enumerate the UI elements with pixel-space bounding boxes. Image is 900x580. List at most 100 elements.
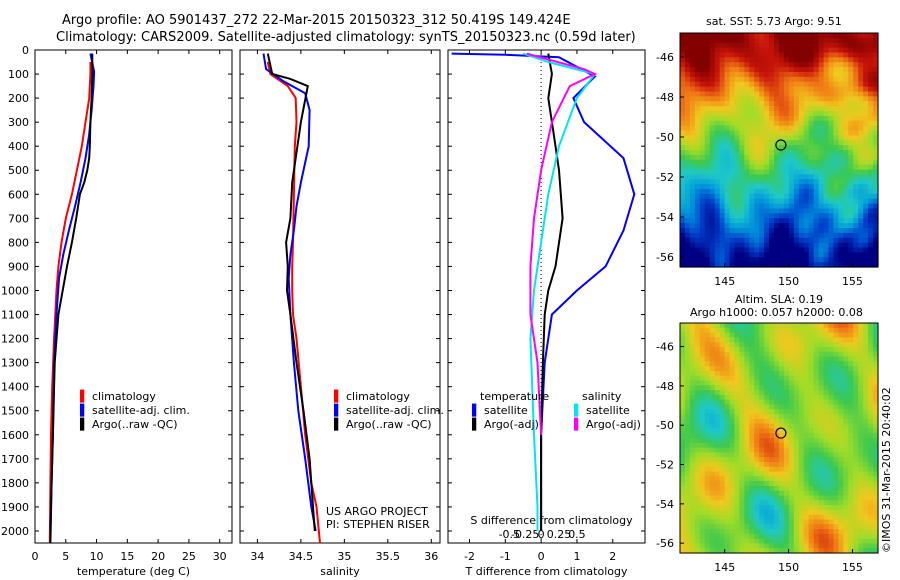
- map-cell: [793, 385, 800, 391]
- map-cell: [774, 529, 780, 535]
- map-cell: [739, 500, 745, 506]
- map-cell: [833, 414, 839, 420]
- map-cell: [798, 404, 805, 410]
- map-cell: [719, 198, 726, 205]
- map-cell: [798, 327, 805, 334]
- map-cell: [833, 37, 839, 44]
- map-cell: [699, 414, 706, 420]
- map-cell: [680, 385, 686, 391]
- map-cell: [838, 375, 844, 382]
- map-cell: [734, 461, 740, 468]
- map-cell: [764, 203, 770, 210]
- map-cell: [808, 399, 815, 406]
- map-cell: [858, 76, 864, 83]
- map-cell: [873, 208, 879, 214]
- map-cell: [813, 505, 820, 511]
- map-cell: [833, 213, 839, 219]
- map-cell: [863, 135, 869, 141]
- map-cell: [793, 125, 800, 132]
- map-cell: [724, 135, 731, 141]
- map-cell: [774, 375, 780, 382]
- map-cell: [779, 223, 785, 229]
- map-cell: [749, 37, 755, 44]
- map-cell: [694, 390, 701, 396]
- map-cell: [704, 394, 711, 401]
- map-cell: [853, 428, 859, 434]
- map-cell: [838, 524, 844, 530]
- map-cell: [833, 332, 839, 338]
- map-cell: [759, 414, 765, 420]
- map-cell: [719, 481, 726, 487]
- map-cell: [848, 42, 854, 49]
- map-cell: [858, 495, 864, 501]
- map-cell: [759, 81, 765, 88]
- map-cell: [684, 428, 691, 434]
- map-cell: [754, 433, 760, 439]
- map-cell: [823, 159, 830, 166]
- map-cell: [734, 125, 740, 132]
- map-cell: [754, 228, 760, 234]
- map-cell: [843, 346, 849, 353]
- map-cell: [684, 237, 691, 244]
- map-cell: [818, 228, 825, 234]
- map-cell: [853, 257, 859, 263]
- map-cell: [739, 106, 745, 112]
- map-cell: [798, 252, 805, 258]
- map-cell: [853, 203, 859, 210]
- map-cell: [788, 457, 795, 463]
- map-cell: [803, 433, 810, 439]
- map-cell: [714, 164, 721, 171]
- map-cell: [709, 399, 716, 406]
- map-cell: [788, 247, 795, 253]
- map-cell: [694, 150, 701, 156]
- map-cell: [714, 242, 721, 249]
- map-cell: [724, 351, 731, 358]
- temp-legend-argo: ▌ Argo(..raw -QC): [80, 418, 178, 431]
- map-cell: [853, 252, 859, 258]
- map-cell: [744, 47, 750, 54]
- map-cell: [739, 223, 745, 229]
- map-cell: [709, 228, 716, 234]
- map-cell: [729, 399, 736, 406]
- map-cell: [759, 72, 765, 78]
- map-cell: [694, 529, 701, 535]
- map-cell: [783, 409, 790, 415]
- map-cell: [843, 159, 849, 166]
- map-cell: [873, 193, 879, 200]
- map-cell: [833, 159, 839, 166]
- map-cell: [764, 514, 770, 521]
- map-cell: [689, 404, 696, 410]
- map-cell: [689, 447, 696, 453]
- map-cell: [764, 452, 770, 458]
- map-cell: [754, 218, 760, 224]
- map-cell: [858, 337, 864, 343]
- map-cell: [873, 361, 879, 367]
- map-cell: [734, 52, 740, 58]
- map-cell: [704, 356, 711, 362]
- map-cell: [694, 399, 701, 406]
- map-cell: [684, 505, 691, 511]
- map-cell: [749, 548, 755, 554]
- map-cell: [729, 342, 736, 348]
- map-cell: [798, 428, 805, 434]
- map-cell: [848, 399, 854, 406]
- map-cell: [808, 203, 815, 210]
- map-cell: [739, 232, 745, 239]
- map-cell: [699, 193, 706, 200]
- map-cell: [843, 257, 849, 263]
- map-cell: [684, 37, 691, 44]
- map-cell: [868, 476, 874, 482]
- map-cell: [759, 47, 765, 54]
- map-cell: [724, 485, 731, 492]
- map-cell: [838, 232, 844, 239]
- map-cell: [863, 342, 869, 348]
- map-cell: [769, 252, 775, 258]
- map-cell: [838, 91, 844, 97]
- map-cell: [843, 500, 849, 506]
- map-cell: [838, 428, 844, 434]
- map-cell: [729, 154, 736, 161]
- map-cell: [828, 42, 835, 49]
- map-cell: [843, 101, 849, 107]
- map-cell: [838, 361, 844, 367]
- map-cell: [704, 37, 711, 44]
